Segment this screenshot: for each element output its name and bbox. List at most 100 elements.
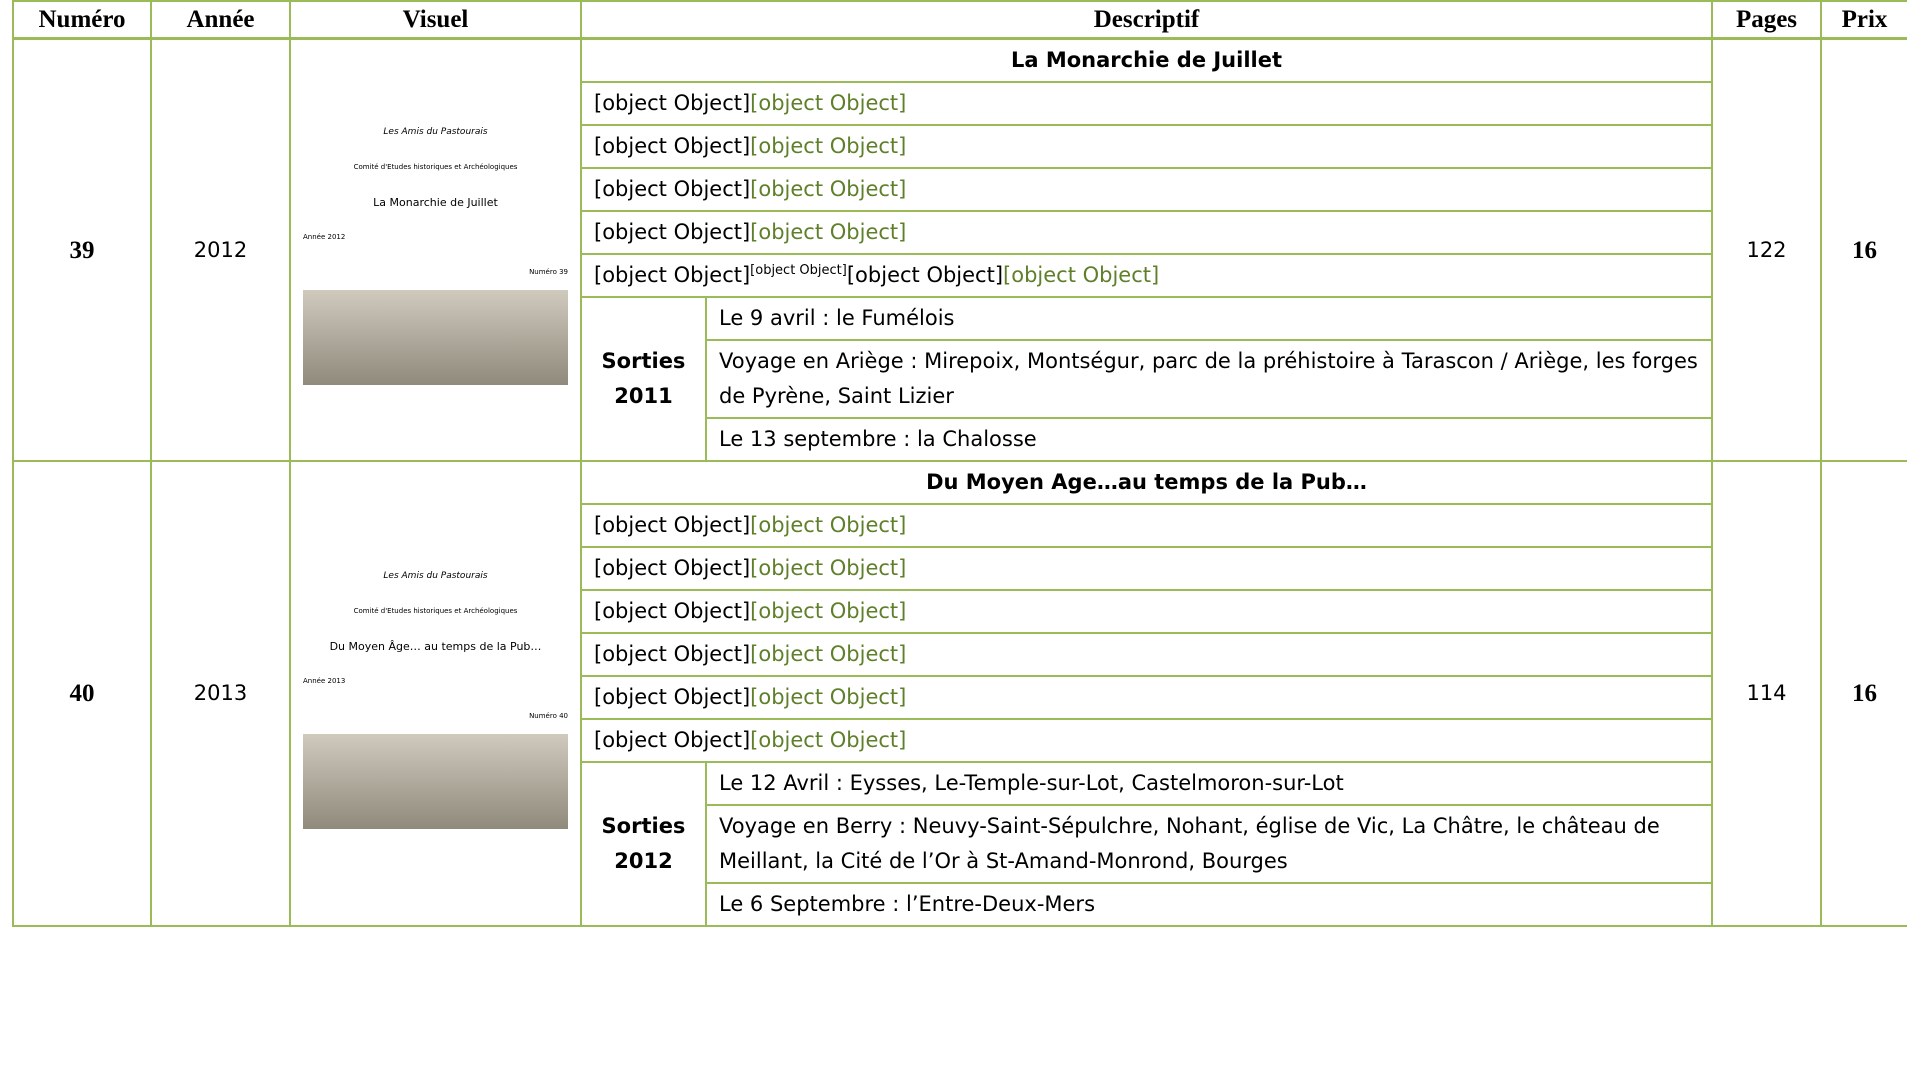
article: [object Object][object Object] bbox=[580, 718, 1713, 763]
cover-year: Année 2013 bbox=[303, 676, 346, 685]
cover-image: Les Amis du Pastourais Comité d'Etudes hi… bbox=[303, 115, 568, 385]
article-author: [object Object] bbox=[750, 91, 907, 115]
outings-year: 2012 bbox=[614, 849, 673, 873]
article: [object Object][object Object] bbox=[580, 546, 1713, 591]
article-text: [object Object] bbox=[594, 263, 751, 287]
article-text: [object Object] bbox=[594, 91, 751, 115]
outings-label-text: Sorties bbox=[601, 814, 686, 838]
cover-subtitle: Comité d'Etudes historiques et Archéolog… bbox=[353, 606, 518, 615]
article-row: [object Object][object Object] bbox=[13, 124, 1907, 169]
article-row: [object Object][object Object] bbox=[13, 546, 1907, 591]
column-header: Numéro bbox=[12, 0, 152, 40]
article-row: [object Object][object Object][object Ob… bbox=[13, 253, 1907, 298]
outings-label-text: Sorties bbox=[601, 349, 686, 373]
article: [object Object][object Object] bbox=[580, 632, 1713, 677]
issue-pages: 122 bbox=[1711, 37, 1822, 462]
outing: Voyage en Ariège : Mirepoix, Montségur, … bbox=[705, 339, 1713, 419]
article-author: [object Object] bbox=[1003, 263, 1160, 287]
cover-year: Année 2012 bbox=[303, 233, 346, 241]
article-author: [object Object] bbox=[750, 685, 907, 709]
cover-title: Du Moyen Âge… au temps de la Pub… bbox=[329, 639, 542, 653]
cover-illustration bbox=[303, 290, 568, 385]
article-text: [object Object] bbox=[594, 556, 751, 580]
article-text: [object Object] bbox=[594, 177, 751, 201]
issue-price: 16 bbox=[1820, 460, 1907, 927]
outing-row: Voyage en Ariège : Mirepoix, Montségur, … bbox=[13, 339, 1907, 419]
outings-label: Sorties 2011 bbox=[580, 296, 707, 462]
issue-year: 2012 bbox=[150, 37, 291, 462]
table-body: 39 2012 Les Amis du Pastourais Comité d'Etu… bbox=[12, 37, 1907, 927]
column-header: Prix bbox=[1820, 0, 1907, 40]
article-text: [object Object] bbox=[594, 220, 751, 244]
article-author: [object Object] bbox=[750, 134, 907, 158]
article-author: [object Object] bbox=[750, 728, 907, 752]
outing: Le 6 Septembre : l’Entre-Deux-Mers bbox=[705, 882, 1713, 927]
article-author: [object Object] bbox=[750, 220, 907, 244]
column-header: Visuel bbox=[289, 0, 582, 40]
article: [object Object][object Object] bbox=[580, 167, 1713, 212]
article-row: [object Object][object Object] bbox=[13, 167, 1907, 212]
article-row: [object Object][object Object] bbox=[13, 503, 1907, 548]
outings-year: 2011 bbox=[614, 384, 673, 408]
article: [object Object][object Object] bbox=[580, 503, 1713, 548]
cover-society: Les Amis du Pastourais bbox=[383, 127, 488, 137]
article-row: [object Object][object Object] bbox=[13, 81, 1907, 126]
cover-subtitle: Comité d'Etudes historiques et Archéolog… bbox=[353, 163, 518, 171]
issue-row: 39 2012 Les Amis du Pastourais Comité d'Etu… bbox=[12, 37, 1907, 462]
article: [object Object][object Object][object Ob… bbox=[580, 253, 1713, 298]
article: [object Object][object Object] bbox=[580, 124, 1713, 169]
article-author: [object Object] bbox=[750, 177, 907, 201]
issue-year: 2013 bbox=[150, 460, 291, 927]
article-author: [object Object] bbox=[750, 513, 907, 537]
issue-title: Du Moyen Age…au temps de la Pub… bbox=[580, 460, 1713, 505]
cover-image: Les Amis du Pastourais Comité d'Etudes hi… bbox=[303, 559, 568, 829]
outings-label: Sorties 2012 bbox=[580, 761, 707, 927]
article-text: [object Object] bbox=[846, 263, 1004, 287]
issue-number: 39 bbox=[12, 37, 152, 462]
article: [object Object][object Object] bbox=[580, 210, 1713, 255]
issue-cover-cell: Les Amis du Pastourais Comité d'Etudes hi… bbox=[289, 460, 582, 927]
outing-row: Le 13 septembre : la Chalosse bbox=[13, 417, 1907, 462]
issue-number: 40 bbox=[12, 460, 152, 927]
cover-number: Numéro 39 bbox=[529, 268, 568, 276]
issue-cover-cell: Les Amis du Pastourais Comité d'Etudes hi… bbox=[289, 37, 582, 462]
outing: Le 13 septembre : la Chalosse bbox=[705, 417, 1713, 462]
header-row: Numéro Année Visuel Descriptif Pages Prix bbox=[12, 0, 1907, 40]
outing-row: Sorties 2012 Le 12 Avril : Eysses, Le-Temp… bbox=[13, 761, 1907, 927]
issue-title: La Monarchie de Juillet bbox=[580, 37, 1713, 83]
outing-row: Le 6 Septembre : l’Entre-Deux-Mers bbox=[13, 882, 1907, 927]
outing: Le 9 avril : le Fumélois bbox=[705, 296, 1713, 341]
article-text: [object Object] bbox=[594, 599, 751, 623]
outing-row: Voyage en Berry : Neuvy-Saint-Sépulchre,… bbox=[13, 804, 1907, 884]
article-author: [object Object] bbox=[750, 642, 907, 666]
column-header: Pages bbox=[1711, 0, 1822, 40]
article-text: [object Object] bbox=[750, 263, 847, 278]
article: [object Object][object Object] bbox=[580, 589, 1713, 634]
issue-pages: 114 bbox=[1711, 460, 1822, 927]
article-text: [object Object] bbox=[594, 513, 751, 537]
column-header: Année bbox=[150, 0, 291, 40]
outing: Voyage en Berry : Neuvy-Saint-Sépulchre,… bbox=[705, 804, 1713, 884]
article-row: [object Object][object Object] bbox=[13, 718, 1907, 763]
cover-illustration bbox=[303, 733, 568, 829]
catalog-table: Numéro Année Visuel Descriptif Pages Prix 39 2… bbox=[12, 0, 1907, 927]
cover-number: Numéro 40 bbox=[529, 711, 568, 720]
outing: Le 12 Avril : Eysses, Le-Temple-sur-Lot,… bbox=[705, 761, 1713, 806]
article: [object Object][object Object] bbox=[580, 675, 1713, 720]
column-header: Descriptif bbox=[580, 0, 1713, 40]
article: [object Object][object Object] bbox=[580, 81, 1713, 126]
article-row: [object Object][object Object] bbox=[13, 210, 1907, 255]
issue-price: 16 bbox=[1820, 37, 1907, 462]
article-row: [object Object][object Object] bbox=[13, 675, 1907, 720]
article-row: [object Object][object Object] bbox=[13, 589, 1907, 634]
cover-title: La Monarchie de Juillet bbox=[373, 196, 498, 209]
article-text: [object Object] bbox=[594, 685, 751, 709]
article-author: [object Object] bbox=[750, 556, 907, 580]
article-author: [object Object] bbox=[750, 599, 907, 623]
article-text: [object Object] bbox=[594, 642, 751, 666]
issue-row: 40 2013 Les Amis du Pastourais Comité d'Etu… bbox=[12, 460, 1907, 927]
article-text: [object Object] bbox=[594, 728, 751, 752]
outing-row: Sorties 2011 Le 9 avril : le Fumélois bbox=[13, 296, 1907, 462]
